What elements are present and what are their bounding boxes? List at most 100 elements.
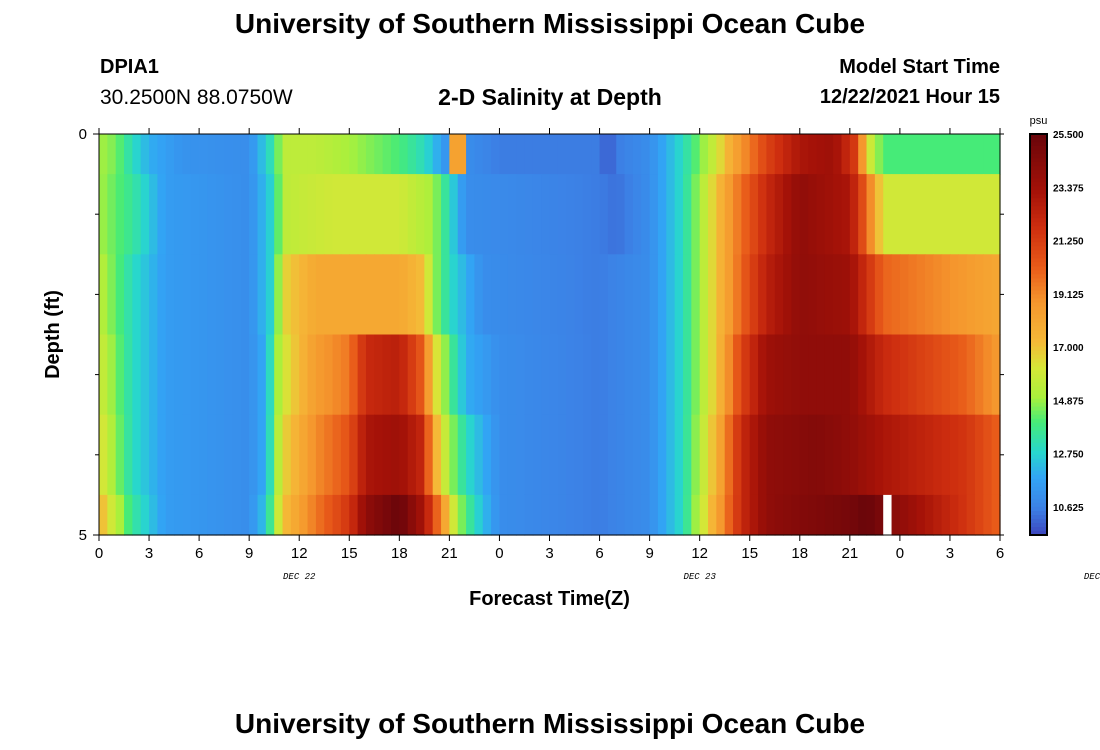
colorbar-segment — [1030, 318, 1047, 324]
heatmap-cell — [607, 134, 617, 175]
heatmap-cell — [416, 414, 425, 496]
heatmap-cell — [149, 334, 158, 416]
heatmap-cell — [666, 134, 676, 175]
heatmap-cell — [124, 494, 133, 536]
heatmap-cell — [349, 174, 359, 255]
heatmap-cell — [466, 174, 476, 255]
colorbar-segment — [1030, 382, 1047, 388]
heatmap-cell — [724, 414, 734, 496]
heatmap-cell — [149, 134, 158, 175]
heatmap-cell — [883, 414, 893, 496]
heatmap-cell — [474, 254, 484, 336]
heatmap-cell — [774, 414, 784, 496]
heatmap-cell — [541, 254, 551, 336]
heatmap-cell — [899, 134, 909, 175]
colorbar-segment — [1030, 154, 1047, 159]
heatmap-cell — [340, 134, 350, 175]
heatmap-cell — [365, 334, 375, 416]
heatmap-cell — [107, 494, 117, 536]
heatmap-cell — [991, 494, 1001, 536]
heatmap-cell — [249, 414, 259, 496]
heatmap-cell — [307, 494, 317, 536]
heatmap-cell — [332, 494, 342, 536]
colorbar-segment — [1030, 134, 1047, 139]
heatmap-cell — [424, 414, 434, 496]
heatmap-cell — [457, 334, 467, 416]
heatmap-cell — [682, 134, 692, 175]
heatmap-cell — [682, 174, 692, 255]
colorbar-segment — [1030, 254, 1047, 259]
x-axis-ticks: 0 3 6 9 12 15 18 21 0 3 6 9 12 15 18 21 0 3 6 — [95, 128, 1004, 562]
heatmap-cell — [708, 494, 717, 536]
heatmap-cell — [949, 414, 959, 496]
heatmap-cell — [290, 494, 300, 536]
heatmap-cell — [215, 174, 225, 255]
colorbar-segment — [1030, 458, 1047, 464]
heatmap-cell — [674, 494, 684, 536]
heatmap-cell — [199, 254, 209, 336]
heatmap-cell — [883, 494, 893, 536]
heatmap-cell — [299, 494, 309, 536]
x-tick-label: 3 — [145, 545, 153, 562]
heatmap-cell — [758, 494, 767, 536]
heatmap-cell — [874, 334, 884, 416]
colorbar-segment — [1030, 302, 1047, 308]
heatmap-cell — [524, 134, 534, 175]
heatmap-cell — [182, 174, 192, 255]
heatmap-cell — [883, 334, 893, 416]
heatmap-cell — [324, 494, 334, 536]
heatmap-cell — [140, 494, 150, 536]
heatmap-cell — [833, 494, 843, 536]
heatmap-cell — [407, 414, 417, 496]
colorbar-segment — [1030, 506, 1047, 512]
heatmap-cell — [507, 414, 517, 496]
heatmap-cell — [274, 334, 284, 416]
heatmap-cell — [432, 494, 442, 536]
heatmap-cell — [449, 254, 459, 336]
heatmap-cell — [858, 494, 868, 536]
heatmap-cell — [174, 494, 184, 536]
heatmap-cell — [666, 414, 676, 496]
x-tick-label: 3 — [946, 545, 954, 562]
heatmap-cell — [399, 494, 409, 536]
heatmap-cell — [399, 134, 409, 175]
heatmap-cell — [516, 414, 526, 496]
heatmap-cell — [708, 174, 717, 255]
heatmap-cell — [657, 174, 667, 255]
heatmap-cell — [491, 254, 501, 336]
colorbar-segment — [1030, 214, 1047, 219]
heatmap-cell — [783, 134, 793, 175]
heatmap-cell — [724, 174, 734, 255]
heatmap-cell — [240, 134, 250, 175]
heatmap-cell — [624, 494, 634, 536]
heatmap-cell — [474, 494, 484, 536]
heatmap-cell — [232, 334, 242, 416]
heatmap-cell — [524, 174, 534, 255]
heatmap-cell — [599, 414, 609, 496]
x-tick-label: 6 — [195, 545, 203, 562]
heatmap-cell — [315, 414, 325, 496]
heatmap-cell — [749, 254, 759, 336]
colorbar-tick-label: 10.625 — [1053, 503, 1084, 514]
colorbar-segment — [1030, 418, 1047, 424]
colorbar-tick-label: 19.125 — [1053, 290, 1084, 301]
heatmap-cell — [949, 334, 959, 416]
heatmap-cell — [149, 494, 158, 536]
colorbar-tick-label: 21.250 — [1053, 237, 1084, 248]
heatmap-cell — [441, 334, 450, 416]
heatmap-cell — [574, 494, 584, 536]
heatmap-cell — [966, 254, 976, 336]
heatmap-cell — [766, 254, 776, 336]
heatmap-cell — [224, 494, 234, 536]
heatmap-cell — [466, 414, 476, 496]
heatmap-cell — [858, 254, 868, 336]
heatmap-cell — [124, 254, 133, 336]
heatmap-cell — [524, 334, 534, 416]
heatmap-cell — [666, 334, 676, 416]
heatmap-cell — [641, 414, 651, 496]
heatmap-cell — [766, 334, 776, 416]
heatmap-cell — [507, 134, 517, 175]
x-tick-label: 6 — [996, 545, 1004, 562]
colorbar-segment — [1030, 270, 1047, 275]
heatmap-cell — [941, 494, 951, 536]
